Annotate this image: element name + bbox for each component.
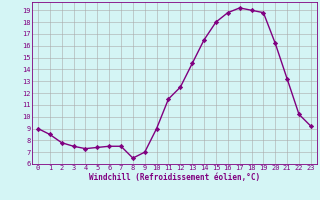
X-axis label: Windchill (Refroidissement éolien,°C): Windchill (Refroidissement éolien,°C) <box>89 173 260 182</box>
